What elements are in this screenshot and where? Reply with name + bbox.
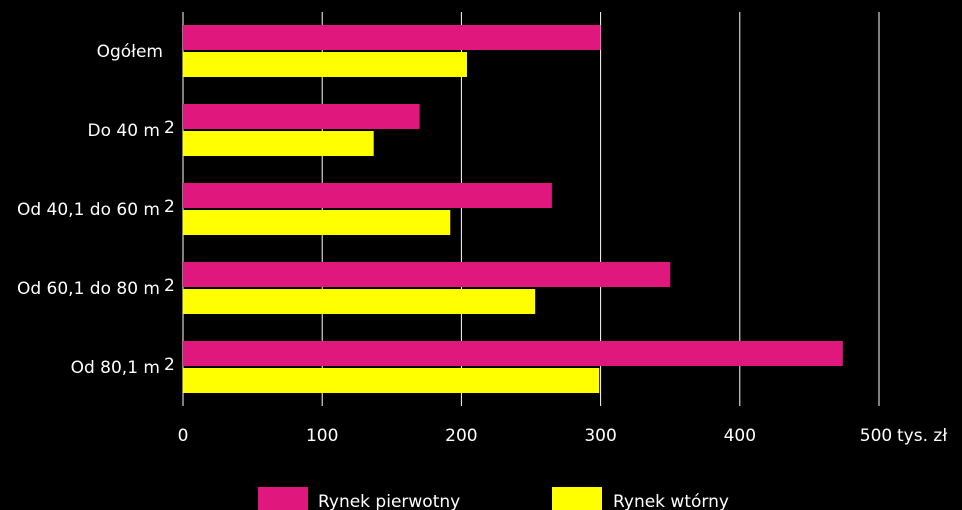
legend-swatch-pierwotny — [258, 487, 308, 510]
x-tick-label-200: 200 — [445, 426, 477, 446]
category-superscript-3: 2 — [164, 276, 175, 296]
gridlines — [182, 12, 880, 406]
x-tick-label-300: 300 — [584, 426, 616, 446]
category-label-1: Do 40 m — [88, 121, 161, 141]
x-tick-label-0: 0 — [178, 426, 189, 446]
category-superscript-4: 2 — [164, 355, 175, 375]
category-label-0: Ogółem — [97, 42, 163, 62]
x-tick-label-100: 100 — [306, 426, 338, 446]
category-superscript-2: 2 — [164, 197, 175, 217]
bar-pierwotny-3 — [183, 262, 671, 287]
legend: Rynek pierwotny Rynek wtórny — [258, 487, 729, 510]
category-label-2: Od 40,1 do 60 m — [17, 200, 160, 220]
category-superscript-1: 2 — [164, 118, 175, 138]
x-tick-label-400: 400 — [724, 426, 756, 446]
legend-swatch-wtorny — [552, 487, 602, 510]
bar-pierwotny-0 — [183, 25, 601, 50]
bar-pierwotny-1 — [183, 104, 420, 129]
x-tick-label-500: 500 — [860, 426, 892, 446]
x-tick-labels: 0 100 200 300 400 500 — [178, 426, 893, 446]
x-unit-label: tys. zł — [897, 426, 947, 446]
bar-wtorny-3 — [183, 289, 536, 314]
bar-pierwotny-2 — [183, 183, 552, 208]
legend-label-wtorny: Rynek wtórny — [613, 492, 729, 510]
bar-wtorny-2 — [183, 210, 451, 235]
bar-pierwotny-4 — [183, 341, 843, 366]
bars — [183, 25, 843, 393]
bar-wtorny-1 — [183, 131, 374, 156]
bar-wtorny-4 — [183, 368, 600, 393]
legend-label-pierwotny: Rynek pierwotny — [318, 492, 460, 510]
category-label-4: Od 80,1 m — [71, 358, 160, 378]
bar-wtorny-0 — [183, 52, 467, 77]
category-label-3: Od 60,1 do 80 m — [17, 279, 160, 299]
